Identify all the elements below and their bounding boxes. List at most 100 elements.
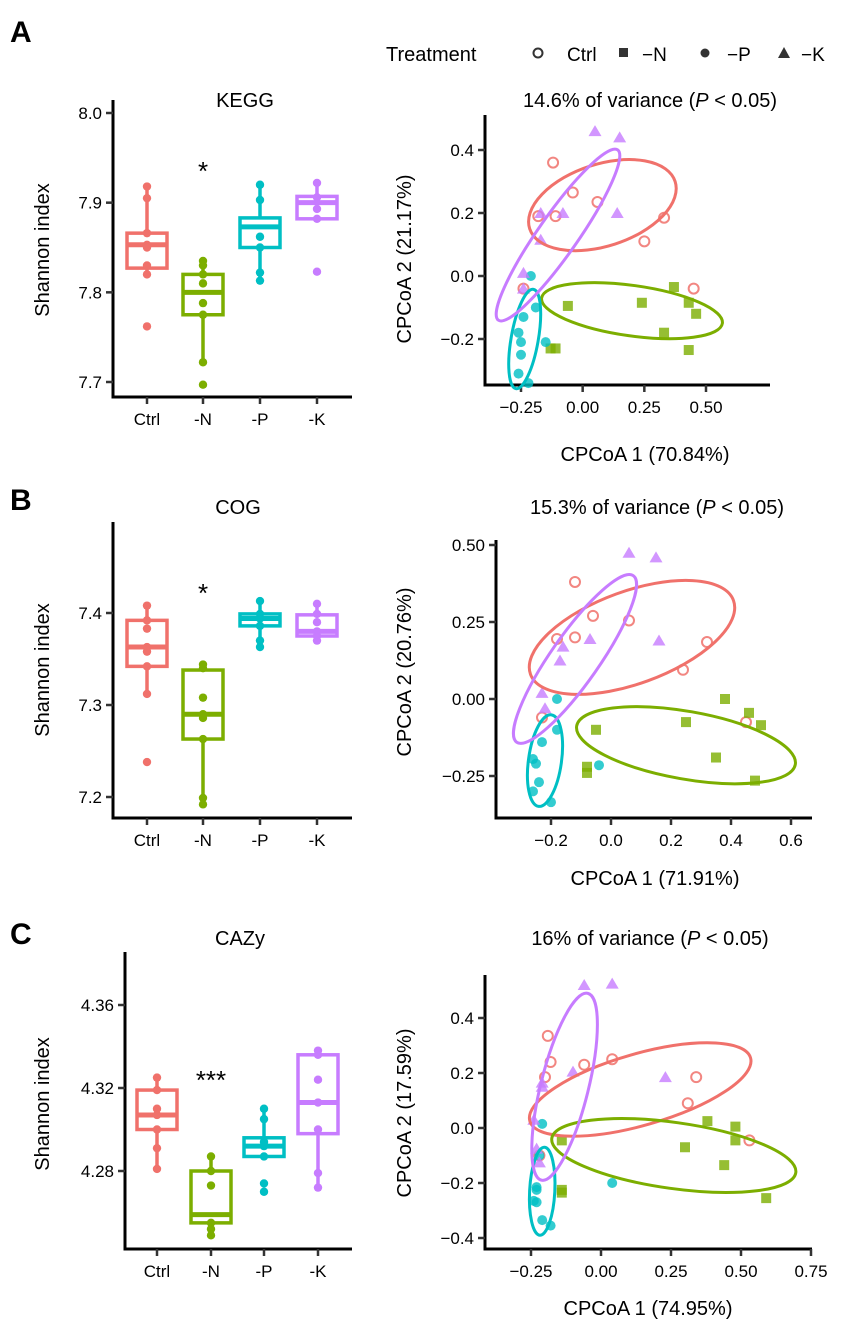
box-ylabel-c: Shannon index (32, 1037, 54, 1170)
data-point (312, 204, 322, 214)
data-point-open-circle (681, 1097, 694, 1110)
box-ctrl (135, 1073, 179, 1174)
y-tick-label: −0.4 (440, 1229, 474, 1248)
x-tick-label-p: -P (256, 1262, 273, 1281)
box-ctrl (125, 182, 169, 331)
scatter-xlabel-c: CPCoA 1 (74.95%) (564, 1298, 733, 1320)
data-point (142, 757, 152, 767)
data-point (313, 1125, 323, 1134)
data-point-circle (594, 760, 604, 771)
data-point-square (711, 752, 721, 763)
data-point (312, 214, 322, 224)
confidence-ellipse-p (527, 1145, 557, 1237)
x-tick-label: −0.2 (534, 831, 568, 850)
data-point-circle (531, 1197, 542, 1208)
data-point-square (550, 343, 561, 354)
data-point-open-circle (690, 1071, 703, 1084)
confidence-ellipse-k (494, 147, 622, 323)
scatter-panel-b: −0.25 0.00 0.25 0.50 −0.2 0.0 0.2 0.4 0.6 (442, 536, 812, 850)
confidence-ellipse-ctrl (527, 578, 737, 696)
data-point-triangle (516, 282, 530, 294)
data-point (255, 596, 265, 606)
panel-letter-b: B (10, 484, 32, 517)
data-point-square (556, 1135, 567, 1146)
box-p (238, 180, 282, 285)
data-point-circle (516, 349, 526, 360)
y-tick-label: 7.9 (78, 194, 102, 213)
series-k (527, 977, 672, 1168)
x-tick-label: −0.25 (509, 1262, 552, 1281)
data-point-open-circle (569, 631, 581, 644)
scatter-ylabel-a: CPCoA 2 (21.17%) (394, 175, 416, 344)
data-point-square (683, 345, 694, 356)
data-point-square (636, 297, 647, 308)
data-point-square (720, 694, 730, 704)
data-point-triangle (583, 632, 597, 644)
y-tick-label: 0.0 (450, 1119, 474, 1138)
y-tick-label: 7.4 (78, 604, 102, 623)
legend-key-n-square-icon (619, 48, 628, 57)
series-k (535, 546, 666, 714)
data-point (142, 647, 152, 656)
data-point (255, 276, 265, 285)
y-tick-label: −0.25 (442, 767, 485, 786)
data-point (142, 624, 152, 633)
legend-label-p: −P (727, 45, 751, 66)
data-point (313, 1050, 323, 1060)
data-point (198, 800, 208, 809)
data-point (198, 270, 208, 279)
data-point (255, 243, 265, 252)
y-tick-label: 7.7 (78, 373, 102, 392)
boxplot-kegg: 7.7 7.8 7.9 8.0 Ctrl -N -P -K * (78, 100, 352, 429)
data-point (198, 279, 208, 288)
x-tick-label-ctrl: Ctrl (134, 831, 160, 850)
boxplot-cazy: 4.28 4.32 4.36 Ctrl -N -P -K *** (81, 952, 352, 1281)
data-point-triangle (577, 979, 591, 990)
data-point-square (730, 1135, 741, 1146)
x-tick-label: 0.50 (724, 1262, 757, 1281)
data-point (206, 1231, 216, 1240)
y-tick-label: 0.50 (452, 536, 485, 555)
data-point (142, 228, 152, 238)
scatter-title-c: 16% of variance (P < 0.05) (531, 928, 768, 950)
data-point-square (659, 327, 670, 338)
data-point (313, 1168, 323, 1178)
data-point (152, 1143, 162, 1153)
y-tick-label: 4.32 (81, 1079, 114, 1098)
scatter-title-c-suffix: < 0.05) (700, 928, 768, 950)
scatter-ylabel-b: CPCoA 2 (20.76%) (394, 588, 416, 757)
legend-title: Treatment (386, 44, 477, 66)
data-point-open-circle (578, 1058, 591, 1071)
data-point (198, 793, 208, 803)
data-point-square (683, 297, 694, 308)
data-point (255, 621, 265, 631)
data-point (152, 1085, 162, 1095)
data-point (142, 243, 152, 252)
plots-layer: 7.7 7.8 7.9 8.0 Ctrl -N -P -K * 7.2 7.3 7.4 Ctrl -N -P… (78, 100, 828, 1281)
data-point (142, 662, 152, 671)
data-point (142, 261, 152, 270)
data-point (259, 1114, 269, 1124)
data-point (206, 1166, 216, 1176)
data-point (198, 380, 208, 389)
scatter-title-b-suffix: < 0.05) (716, 497, 784, 519)
x-tick-label-p: -P (252, 410, 269, 429)
data-point-triangle (613, 131, 627, 143)
box-p (242, 1104, 286, 1196)
data-point-square (668, 282, 679, 293)
data-point (259, 1179, 269, 1188)
scatter-panel-c: −0.4 −0.2 0.0 0.2 0.4 −0.25 0.00 0.25 0.50 0.75 (440, 975, 828, 1281)
data-point-circle (518, 311, 529, 322)
data-point (142, 182, 152, 191)
data-point (142, 689, 152, 699)
data-point-square (562, 300, 573, 311)
legend-key-p-circle-icon (700, 48, 710, 58)
data-point (312, 267, 322, 276)
scatter-title-a-prefix: 14.6% of variance ( (523, 90, 696, 112)
scatter-xlabel-b: CPCoA 1 (71.91%) (571, 868, 740, 890)
x-tick-label-n: -N (194, 410, 212, 429)
x-tick-label: 0.2 (659, 831, 683, 850)
data-point-circle (537, 1118, 548, 1129)
box-iqr (181, 668, 225, 741)
